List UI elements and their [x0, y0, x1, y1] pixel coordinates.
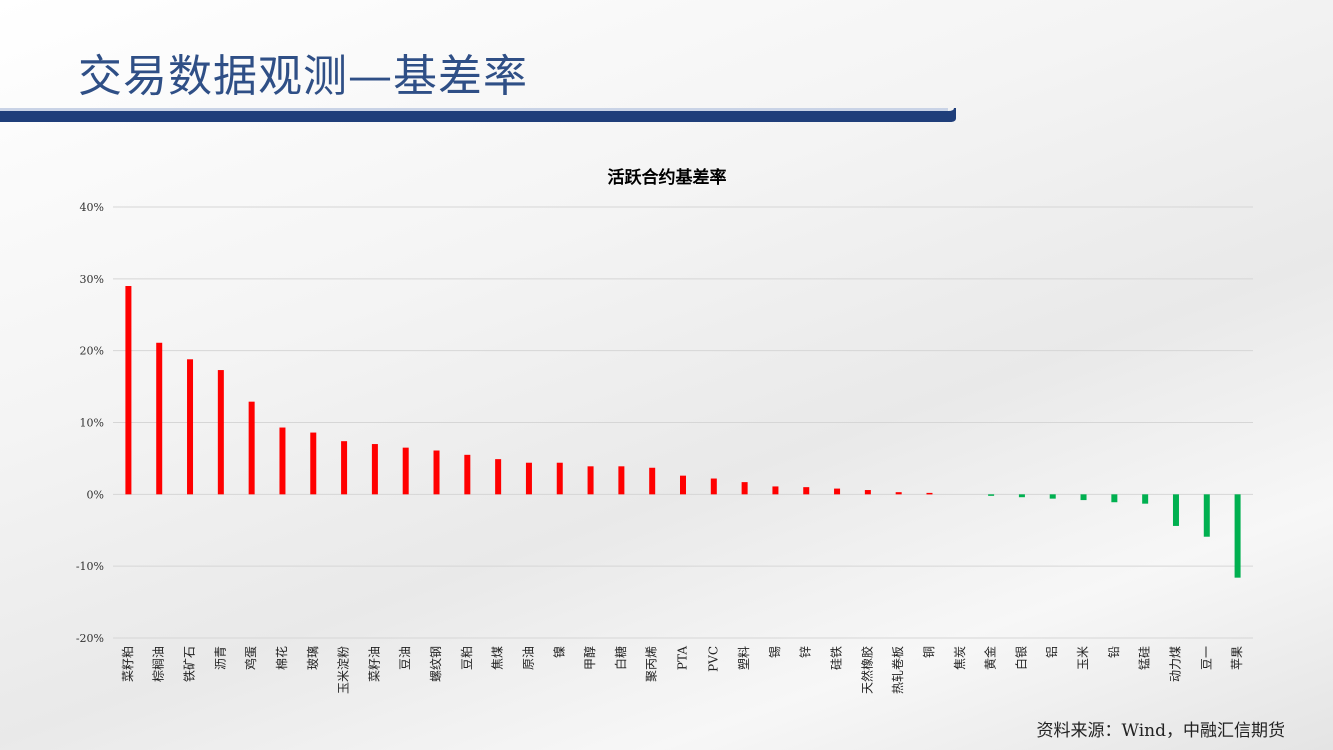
bar-玻璃	[310, 432, 317, 495]
bar-甲醇	[587, 466, 594, 495]
y-tick-label: 30%	[80, 273, 104, 286]
x-tick-label: 焦炭	[953, 646, 967, 670]
y-tick-label: -20%	[76, 632, 104, 645]
page-title: 交易数据观测—基差率	[78, 51, 528, 102]
bar-玉米淀粉	[341, 441, 348, 495]
y-tick-label: -10%	[76, 560, 104, 573]
data-source-note: 资料来源：Wind，中融汇信期货	[1036, 721, 1285, 741]
bar-锡	[772, 486, 779, 495]
y-tick-label: 0%	[87, 488, 104, 501]
x-tick-label: 苹果	[1230, 646, 1244, 670]
y-tick-label: 10%	[80, 417, 104, 430]
x-tick-label: 豆油	[398, 646, 412, 670]
bar-豆一	[1203, 494, 1210, 537]
chart-title: 活跃合约基差率	[608, 167, 727, 188]
bar-PTA	[680, 475, 686, 495]
x-tick-label: 棕榈油	[151, 646, 166, 682]
bar-PVC	[710, 478, 717, 495]
x-tick-label: 白银	[1013, 646, 1028, 670]
bar-聚丙烯	[649, 467, 656, 495]
x-tick-label: 螺纹钢	[429, 646, 443, 682]
x-tick-label: 沥青	[213, 646, 227, 670]
bar-螺纹钢	[433, 450, 440, 495]
x-tick-label: PVC	[706, 646, 720, 672]
x-tick-label: 棉花	[274, 646, 289, 670]
x-tick-label: 原油	[521, 646, 535, 670]
x-tick-label: 塑料	[736, 646, 751, 670]
bar-白糖	[618, 466, 625, 495]
bar-天然橡胶	[864, 490, 871, 495]
x-tick-label: 白糖	[613, 646, 628, 670]
bar-玉米	[1080, 494, 1087, 501]
bar-棉花	[279, 427, 286, 495]
x-tick-label: 豆粕	[459, 646, 474, 670]
x-tick-label: PTA	[676, 646, 690, 670]
x-tick-label: 铜	[921, 646, 936, 658]
bar-豆粕	[464, 454, 471, 495]
x-tick-label: 焦煤	[491, 646, 505, 670]
x-tick-label: 锰硅	[1137, 646, 1152, 670]
x-tick-label: 甲醇	[582, 646, 597, 670]
x-tick-label: 天然橡胶	[859, 646, 874, 694]
bar-菜籽油	[371, 444, 378, 495]
bar-鸡蛋	[248, 401, 255, 495]
bar-黄金	[988, 494, 995, 496]
bar-锰硅	[1142, 494, 1149, 504]
bar-铜	[926, 492, 933, 495]
x-tick-label: 菜籽油	[367, 646, 381, 682]
x-tick-label: 动力煤	[1168, 646, 1182, 682]
x-tick-label: 豆一	[1199, 646, 1213, 670]
x-tick-label: 玉米	[1076, 646, 1090, 670]
bar-白银	[1018, 494, 1025, 498]
x-tick-label: 铝	[1044, 646, 1059, 658]
x-tick-label: 菜籽粕	[120, 646, 135, 682]
bar-塑料	[741, 482, 748, 495]
bar-铝	[1049, 494, 1056, 499]
bar-锌	[803, 487, 810, 495]
bar-硅铁	[834, 488, 841, 495]
header-band	[0, 108, 956, 122]
bar-菜籽粕	[125, 286, 132, 495]
bar-沥青	[217, 370, 224, 495]
x-tick-label: 鸡蛋	[243, 646, 258, 670]
x-tick-label: 黄金	[983, 646, 998, 670]
x-tick-label: 铁矿石	[183, 646, 197, 682]
x-tick-label: 铅	[1107, 646, 1121, 658]
x-tick-label: 热轧卷板	[890, 646, 905, 694]
bar-铁矿石	[187, 359, 194, 495]
x-tick-label: 镍	[552, 646, 566, 658]
bar-焦煤	[495, 459, 502, 495]
x-tick-label: 玉米淀粉	[337, 646, 351, 694]
bar-镍	[556, 462, 563, 495]
bar-棕榈油	[156, 342, 163, 495]
bar-豆油	[402, 447, 409, 495]
bar-原油	[525, 462, 532, 495]
bar-热轧卷板	[895, 492, 902, 495]
x-tick-label: 锡	[767, 646, 782, 658]
x-tick-label: 玻璃	[306, 646, 320, 670]
y-tick-label: 40%	[80, 201, 104, 214]
x-tick-label: 聚丙烯	[645, 646, 659, 682]
x-tick-label: 硅铁	[830, 646, 844, 670]
x-tick-label: 锌	[799, 646, 813, 658]
y-tick-label: 20%	[80, 345, 104, 358]
bar-动力煤	[1172, 494, 1179, 526]
bar-苹果	[1234, 494, 1241, 578]
bar-铅	[1111, 494, 1118, 503]
